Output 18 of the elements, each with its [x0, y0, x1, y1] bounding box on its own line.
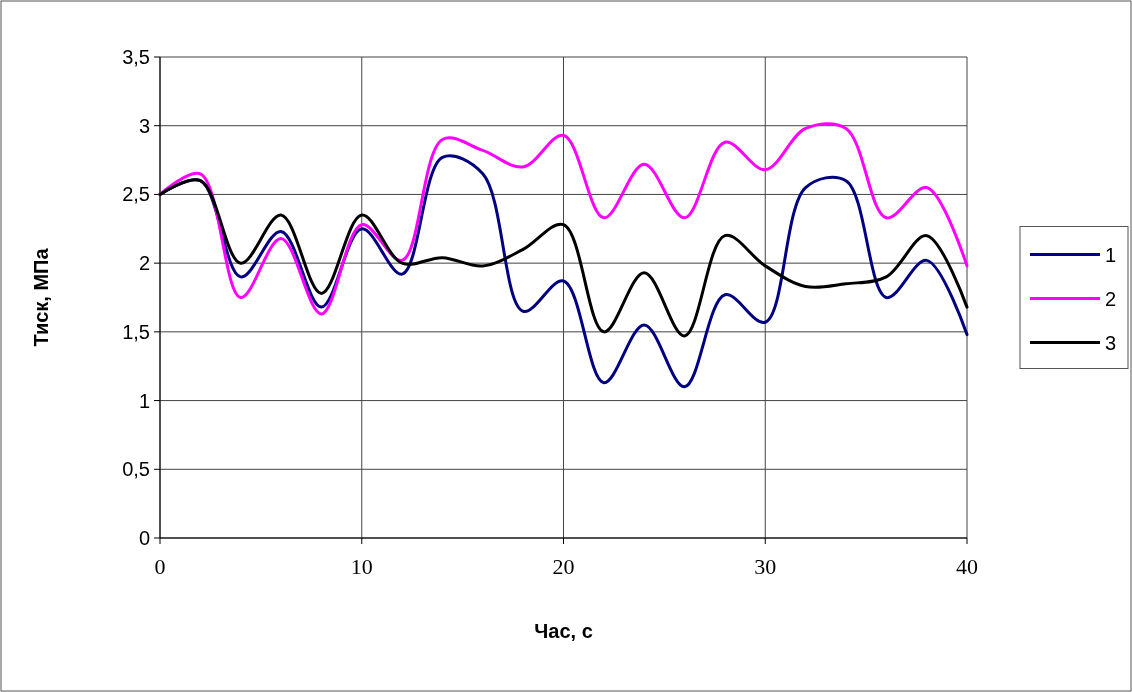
legend-label: 3 — [1105, 331, 1117, 354]
y-tick-label: 1 — [138, 389, 150, 412]
y-tick-label: 1,5 — [122, 320, 150, 343]
y-tick-label: 0 — [138, 527, 150, 549]
y-tick-label: 2,5 — [122, 183, 150, 206]
y-tick-label: 3,5 — [122, 46, 150, 68]
y-tick-label: 3 — [138, 114, 150, 137]
y-axis-title: Тиск, МПа — [30, 247, 52, 347]
legend-label: 2 — [1105, 287, 1117, 310]
x-tick-label: 30 — [754, 554, 777, 579]
legend-label: 1 — [1105, 243, 1117, 266]
x-tick-label: 0 — [154, 554, 166, 579]
x-axis-title: Час, с — [534, 620, 593, 642]
x-tick-label: 10 — [350, 554, 373, 579]
y-tick-label: 2 — [138, 252, 150, 275]
y-tick-label: 0,5 — [122, 458, 150, 481]
x-tick-label: 40 — [956, 554, 978, 579]
x-tick-label: 20 — [552, 554, 575, 579]
